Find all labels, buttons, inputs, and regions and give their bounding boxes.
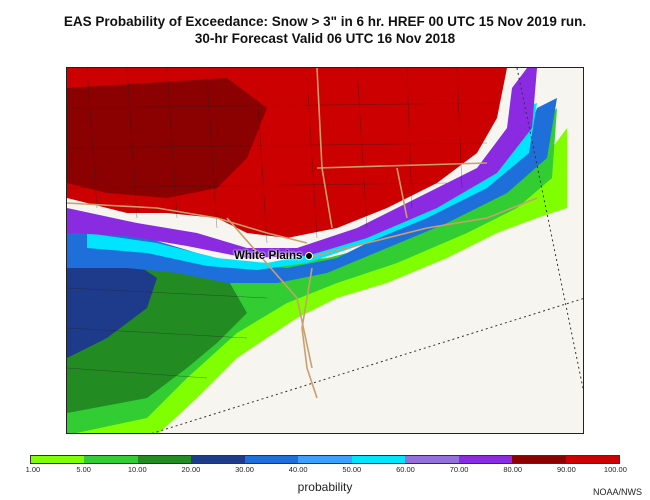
location-label: White Plains	[234, 250, 303, 262]
dotted-grid-lines	[151, 68, 583, 433]
band-navy	[67, 253, 157, 358]
colorbar-segment	[191, 456, 245, 463]
colorbar-segment	[512, 456, 566, 463]
colorbar-tick-label: 30.00	[235, 465, 254, 474]
colorbar-tick-label: 100.00	[603, 465, 627, 474]
colorbar-segment	[298, 456, 352, 463]
colorbar-segment	[84, 456, 138, 463]
colorbar-tick-label: 40.00	[288, 465, 308, 474]
band-blue	[67, 98, 557, 283]
band-purple	[67, 68, 537, 258]
colorbar-segment	[565, 456, 619, 463]
title-line-2: 30-hr Forecast Valid 06 UTC 16 Nov 2018	[194, 31, 456, 46]
colorbar-segment	[137, 456, 192, 463]
colorbar-ticks: 1.00 5.00 10.00 20.00 30.00 40.00 50.00 60.00 70…	[0, 465, 650, 477]
colorbar-tick-label: 60.00	[396, 465, 415, 474]
colorbar-segment	[405, 456, 459, 463]
band-dark-red	[67, 78, 267, 198]
colorbar-segment	[31, 456, 85, 463]
probability-map: White Plains	[66, 67, 584, 434]
location-marker[interactable]: White Plains	[234, 250, 314, 262]
colorbar-tick-label: 20.00	[181, 465, 201, 474]
colorbar-tick-label: 80.00	[503, 465, 523, 474]
colorbar-segment	[351, 456, 406, 463]
probability-colorbar	[30, 455, 620, 464]
county-lines	[67, 68, 498, 379]
colorbar-segment	[458, 456, 513, 463]
colorbar-segment	[244, 456, 299, 463]
colorbar-tick-label: 1.00	[25, 465, 41, 474]
colorbar-tick-label: 5.00	[76, 465, 91, 474]
credit-label: NOAA/NWS	[592, 487, 642, 497]
title-line-1: EAS Probability of Exceedance: Snow > 3"…	[63, 14, 587, 29]
colorbar-tick-label: 10.00	[127, 465, 147, 474]
state-borders	[67, 68, 538, 399]
colorbar-title: probability	[297, 480, 353, 494]
colorbar-tick-label: 50.00	[342, 465, 362, 474]
map-canvas	[67, 68, 583, 433]
colorbar-tick-label: 90.00	[556, 465, 576, 474]
colorbar-tick-label: 70.00	[449, 465, 469, 474]
location-dot-icon	[305, 252, 314, 260]
